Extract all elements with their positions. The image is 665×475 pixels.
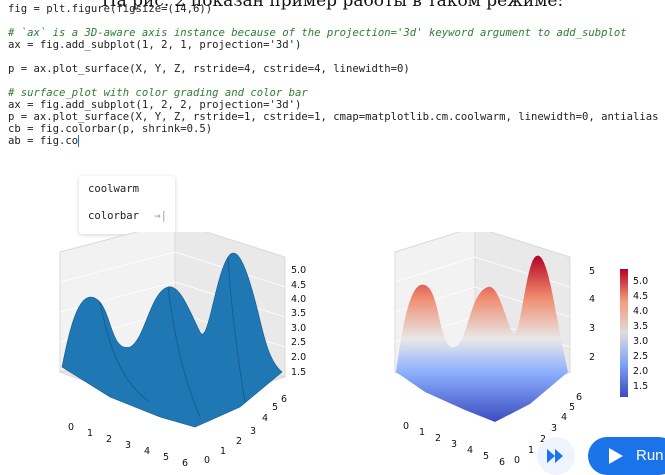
plot-left: 5.0 4.5 4.0 3.5 3.0 2.5 2.0 1.5 0 1 2 3 … — [58, 232, 306, 469]
page-caption: На рис. 2 показан пример работы в таком … — [101, 0, 564, 11]
plot-output: 5.0 4.5 4.0 3.5 3.0 2.5 2.0 1.5 0 1 2 3 … — [58, 232, 648, 469]
z-tick-label: 5.0 — [291, 265, 306, 276]
colorbar-tick-label: 4.0 — [633, 306, 648, 317]
x-tick-label: 4 — [144, 446, 150, 457]
tab-key-icon: →| — [154, 210, 167, 222]
y-tick-label: 6 — [576, 392, 582, 403]
code-line: ax = fig.add_subplot(1, 2, 2, projection… — [8, 99, 302, 111]
y-tick-label: 4 — [561, 412, 567, 423]
plot-left-y-ticks: 0 1 2 3 4 5 6 — [204, 394, 287, 466]
x-tick-label: 3 — [451, 439, 457, 450]
code-line — [8, 75, 665, 87]
plot-left-surface — [61, 252, 283, 428]
colorbar-tick-label: 3.5 — [633, 321, 648, 332]
y-tick-label: 4 — [262, 413, 268, 424]
run-button[interactable]: Run — [588, 437, 665, 475]
colorbar-tick-label: 2.0 — [633, 366, 648, 377]
z-tick-label: 3 — [589, 323, 595, 334]
z-tick-label: 4.0 — [291, 294, 306, 305]
code-line: p = ax.plot_surface(X, Y, Z, rstride=4, … — [8, 63, 410, 75]
colorbar-tick-label: 1.5 — [633, 381, 648, 392]
z-tick-label: 2 — [589, 352, 595, 363]
code-line: ax = fig.add_subplot(1, 2, 1, projection… — [8, 39, 302, 51]
z-tick-label: 3.0 — [291, 323, 306, 334]
x-tick-label: 2 — [106, 434, 112, 445]
y-tick-label: 6 — [281, 394, 287, 405]
code-line-active[interactable]: ab = fig.co — [8, 135, 665, 147]
colorbar: 5.0 4.5 4.0 3.5 3.0 2.5 2.0 1.5 — [620, 269, 648, 397]
x-tick-label: 5 — [163, 452, 169, 463]
colorbar-gradient — [620, 269, 628, 397]
y-tick-label: 5 — [569, 402, 575, 413]
y-tick-label: 1 — [528, 445, 534, 456]
y-tick-label: 1 — [220, 446, 226, 457]
x-tick-label: 3 — [125, 440, 131, 451]
y-tick-label: 5 — [272, 402, 278, 413]
z-tick-label: 4 — [589, 294, 595, 305]
run-button-label: Run — [636, 447, 664, 464]
plot-right-y-ticks: 0 1 2 3 4 5 6 — [514, 392, 582, 466]
y-tick-label: 3 — [551, 423, 557, 434]
code-line: cb = fig.colorbar(p, shrink=0.5) — [8, 123, 213, 135]
autocomplete-item-coolwarm[interactable]: coolwarm — [79, 176, 175, 203]
z-tick-label: 1.5 — [291, 367, 306, 378]
y-tick-label: 3 — [250, 426, 256, 437]
autocomplete-popup: coolwarm colorbar →| — [79, 176, 175, 234]
text-cursor — [78, 135, 80, 147]
x-tick-label: 4 — [467, 445, 473, 456]
colorbar-tick-label: 4.5 — [633, 291, 648, 302]
plot-left-z-ticks: 5.0 4.5 4.0 3.5 3.0 2.5 2.0 1.5 — [291, 265, 306, 378]
plot-right-surface — [396, 255, 568, 422]
code-line: fig = plt.figure(figsize=(14,6)) — [8, 3, 213, 15]
x-tick-label: 5 — [483, 451, 489, 462]
y-tick-label: 0 — [514, 455, 520, 466]
skip-forward-button[interactable] — [537, 437, 575, 475]
code-comment-line: # surface_plot with color grading and co… — [8, 87, 308, 99]
fast-forward-icon — [547, 449, 563, 463]
z-tick-label: 5 — [589, 266, 595, 277]
x-tick-label: 0 — [68, 422, 74, 433]
colorbar-tick-label: 2.5 — [633, 351, 648, 362]
plot-right-x-ticks: 0 1 2 3 4 5 6 — [403, 421, 505, 468]
code-line: p = ax.plot_surface(X, Y, Z, rstride=1, … — [8, 111, 659, 123]
autocomplete-item-label: colorbar — [88, 210, 140, 222]
play-icon — [609, 448, 623, 464]
z-tick-label: 4.5 — [291, 280, 306, 291]
y-tick-label: 0 — [204, 455, 210, 466]
autocomplete-item-label: coolwarm — [88, 183, 140, 195]
plot-left-x-ticks: 0 1 2 3 4 5 6 — [68, 422, 188, 469]
code-line — [8, 51, 665, 63]
z-tick-label: 2.5 — [291, 337, 306, 348]
z-tick-label: 3.5 — [291, 308, 306, 319]
autocomplete-item-colorbar[interactable]: colorbar →| — [79, 203, 175, 230]
z-tick-label: 2.0 — [291, 352, 306, 363]
plot-right: 5 4 3 2 0 1 2 3 4 5 6 0 1 2 3 4 5 6 5.0 … — [393, 232, 648, 468]
code-line — [8, 15, 665, 27]
plot-right-z-ticks: 5 4 3 2 — [589, 266, 595, 363]
x-tick-label: 1 — [419, 427, 425, 438]
x-tick-label: 1 — [87, 428, 93, 439]
code-editor[interactable]: fig = plt.figure(figsize=(14,6)) # `ax` … — [8, 3, 665, 147]
y-tick-label: 2 — [540, 434, 546, 445]
x-tick-label: 0 — [403, 421, 409, 432]
x-tick-label: 6 — [182, 458, 188, 469]
code-active-text: ab = fig.co — [8, 135, 79, 147]
colorbar-tick-label: 3.0 — [633, 336, 648, 347]
y-tick-label: 2 — [236, 436, 242, 447]
colorbar-tick-label: 5.0 — [633, 276, 648, 287]
code-comment-line: # `ax` is a 3D-aware axis instance becau… — [8, 27, 627, 39]
x-tick-label: 6 — [499, 457, 505, 468]
x-tick-label: 2 — [435, 433, 441, 444]
